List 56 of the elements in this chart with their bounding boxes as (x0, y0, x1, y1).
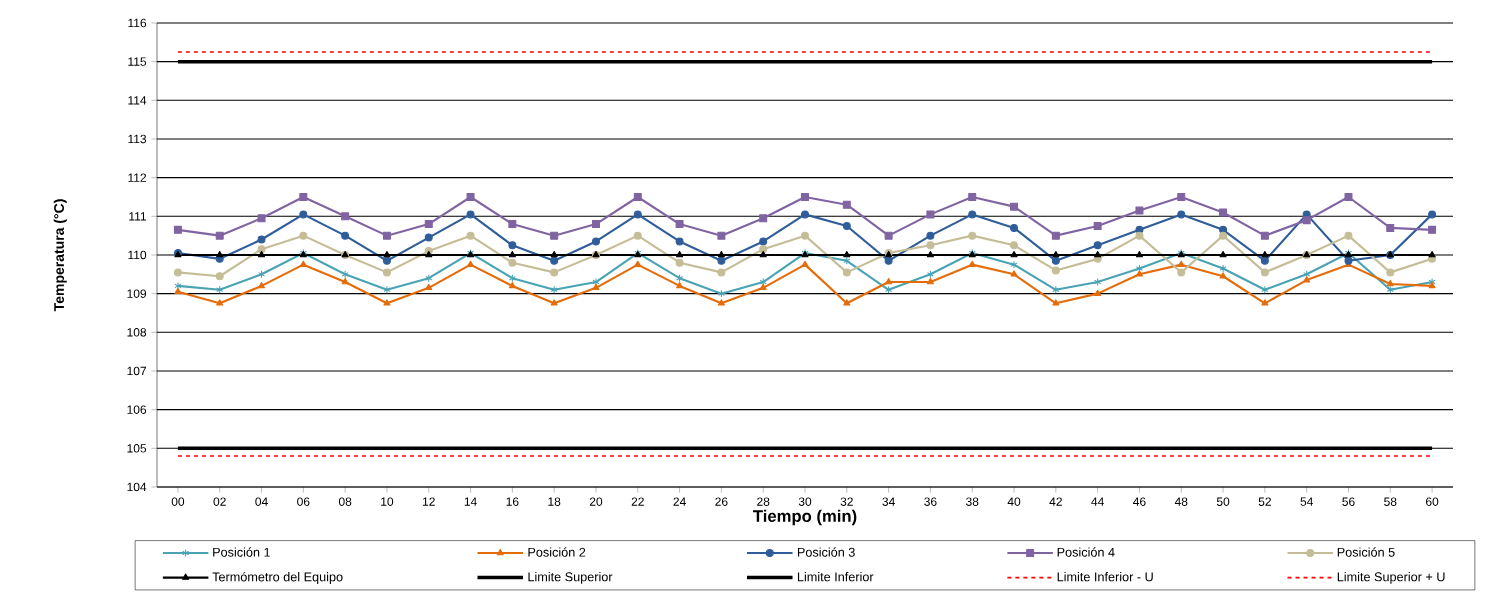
x-tick-label: 46 (1133, 497, 1146, 506)
x-tick-label: 20 (589, 497, 603, 506)
legend-label: Limite Superior (528, 572, 613, 584)
legend-label: Limite Superior + U (1337, 572, 1445, 584)
y-axis-title: Temperatura (°C) (53, 199, 67, 312)
x-tick-label: 10 (381, 497, 394, 506)
x-tick-label: 30 (798, 497, 812, 506)
x-tick-label: 14 (464, 497, 477, 506)
y-tick-label: 114 (128, 96, 147, 105)
y-tick-label: 115 (128, 57, 147, 66)
x-tick-label: 22 (631, 497, 644, 506)
y-tick-label: 107 (127, 366, 146, 376)
legend-label: Limite Inferior - U (1057, 572, 1153, 582)
x-tick-label: 06 (297, 497, 310, 506)
x-tick-label: 28 (757, 497, 770, 506)
legend-label: Posición 3 (797, 547, 855, 557)
x-tick-label: 32 (840, 497, 853, 506)
x-tick-label: 48 (1174, 497, 1188, 506)
y-tick-label: 113 (128, 134, 147, 144)
x-axis-title: Tiempo (min) (753, 509, 857, 526)
legend-label: Posición 1 (213, 547, 270, 557)
y-tick-label: 106 (127, 405, 147, 414)
x-tick-label: 12 (423, 497, 435, 506)
legend-label: Termómetro del Equipo (212, 571, 343, 584)
y-tick-label: 105 (127, 444, 147, 453)
x-tick-label: 38 (966, 497, 979, 506)
legend-label: Limite Inferior (797, 572, 874, 582)
x-tick-label: 40 (1007, 497, 1021, 506)
x-tick-label: 16 (506, 497, 519, 506)
x-tick-label: 34 (882, 497, 895, 506)
y-tick-label: 116 (128, 18, 147, 28)
y-tick-label: 110 (128, 250, 147, 260)
y-tick-label: 111 (129, 212, 147, 221)
x-tick-label: 44 (1091, 497, 1104, 506)
x-tick-label: 00 (171, 497, 185, 506)
x-tick-label: 26 (715, 497, 728, 506)
x-tick-label: 42 (1049, 497, 1062, 506)
y-tick-label: 112 (128, 173, 146, 182)
x-tick-label: 04 (255, 497, 268, 506)
x-tick-label: 56 (1342, 497, 1355, 506)
x-tick-label: 18 (548, 497, 561, 506)
x-tick-label: 60 (1426, 497, 1439, 506)
legend-label: Posición 5 (1337, 547, 1395, 557)
x-tick-label: 52 (1258, 497, 1271, 506)
x-tick-label: 54 (1300, 497, 1313, 506)
y-tick-label: 108 (127, 328, 147, 337)
y-tick-label: 109 (127, 289, 147, 298)
legend-label: Posición 2 (528, 547, 586, 557)
y-tick-label: 104 (127, 482, 147, 492)
x-tick-label: 08 (338, 497, 352, 506)
x-tick-label: 02 (213, 497, 226, 506)
x-tick-label: 36 (924, 497, 937, 506)
x-tick-label: 50 (1216, 497, 1230, 506)
x-tick-label: 24 (673, 497, 686, 506)
legend-label: Posición 4 (1057, 547, 1115, 557)
x-tick-label: 58 (1384, 497, 1397, 506)
